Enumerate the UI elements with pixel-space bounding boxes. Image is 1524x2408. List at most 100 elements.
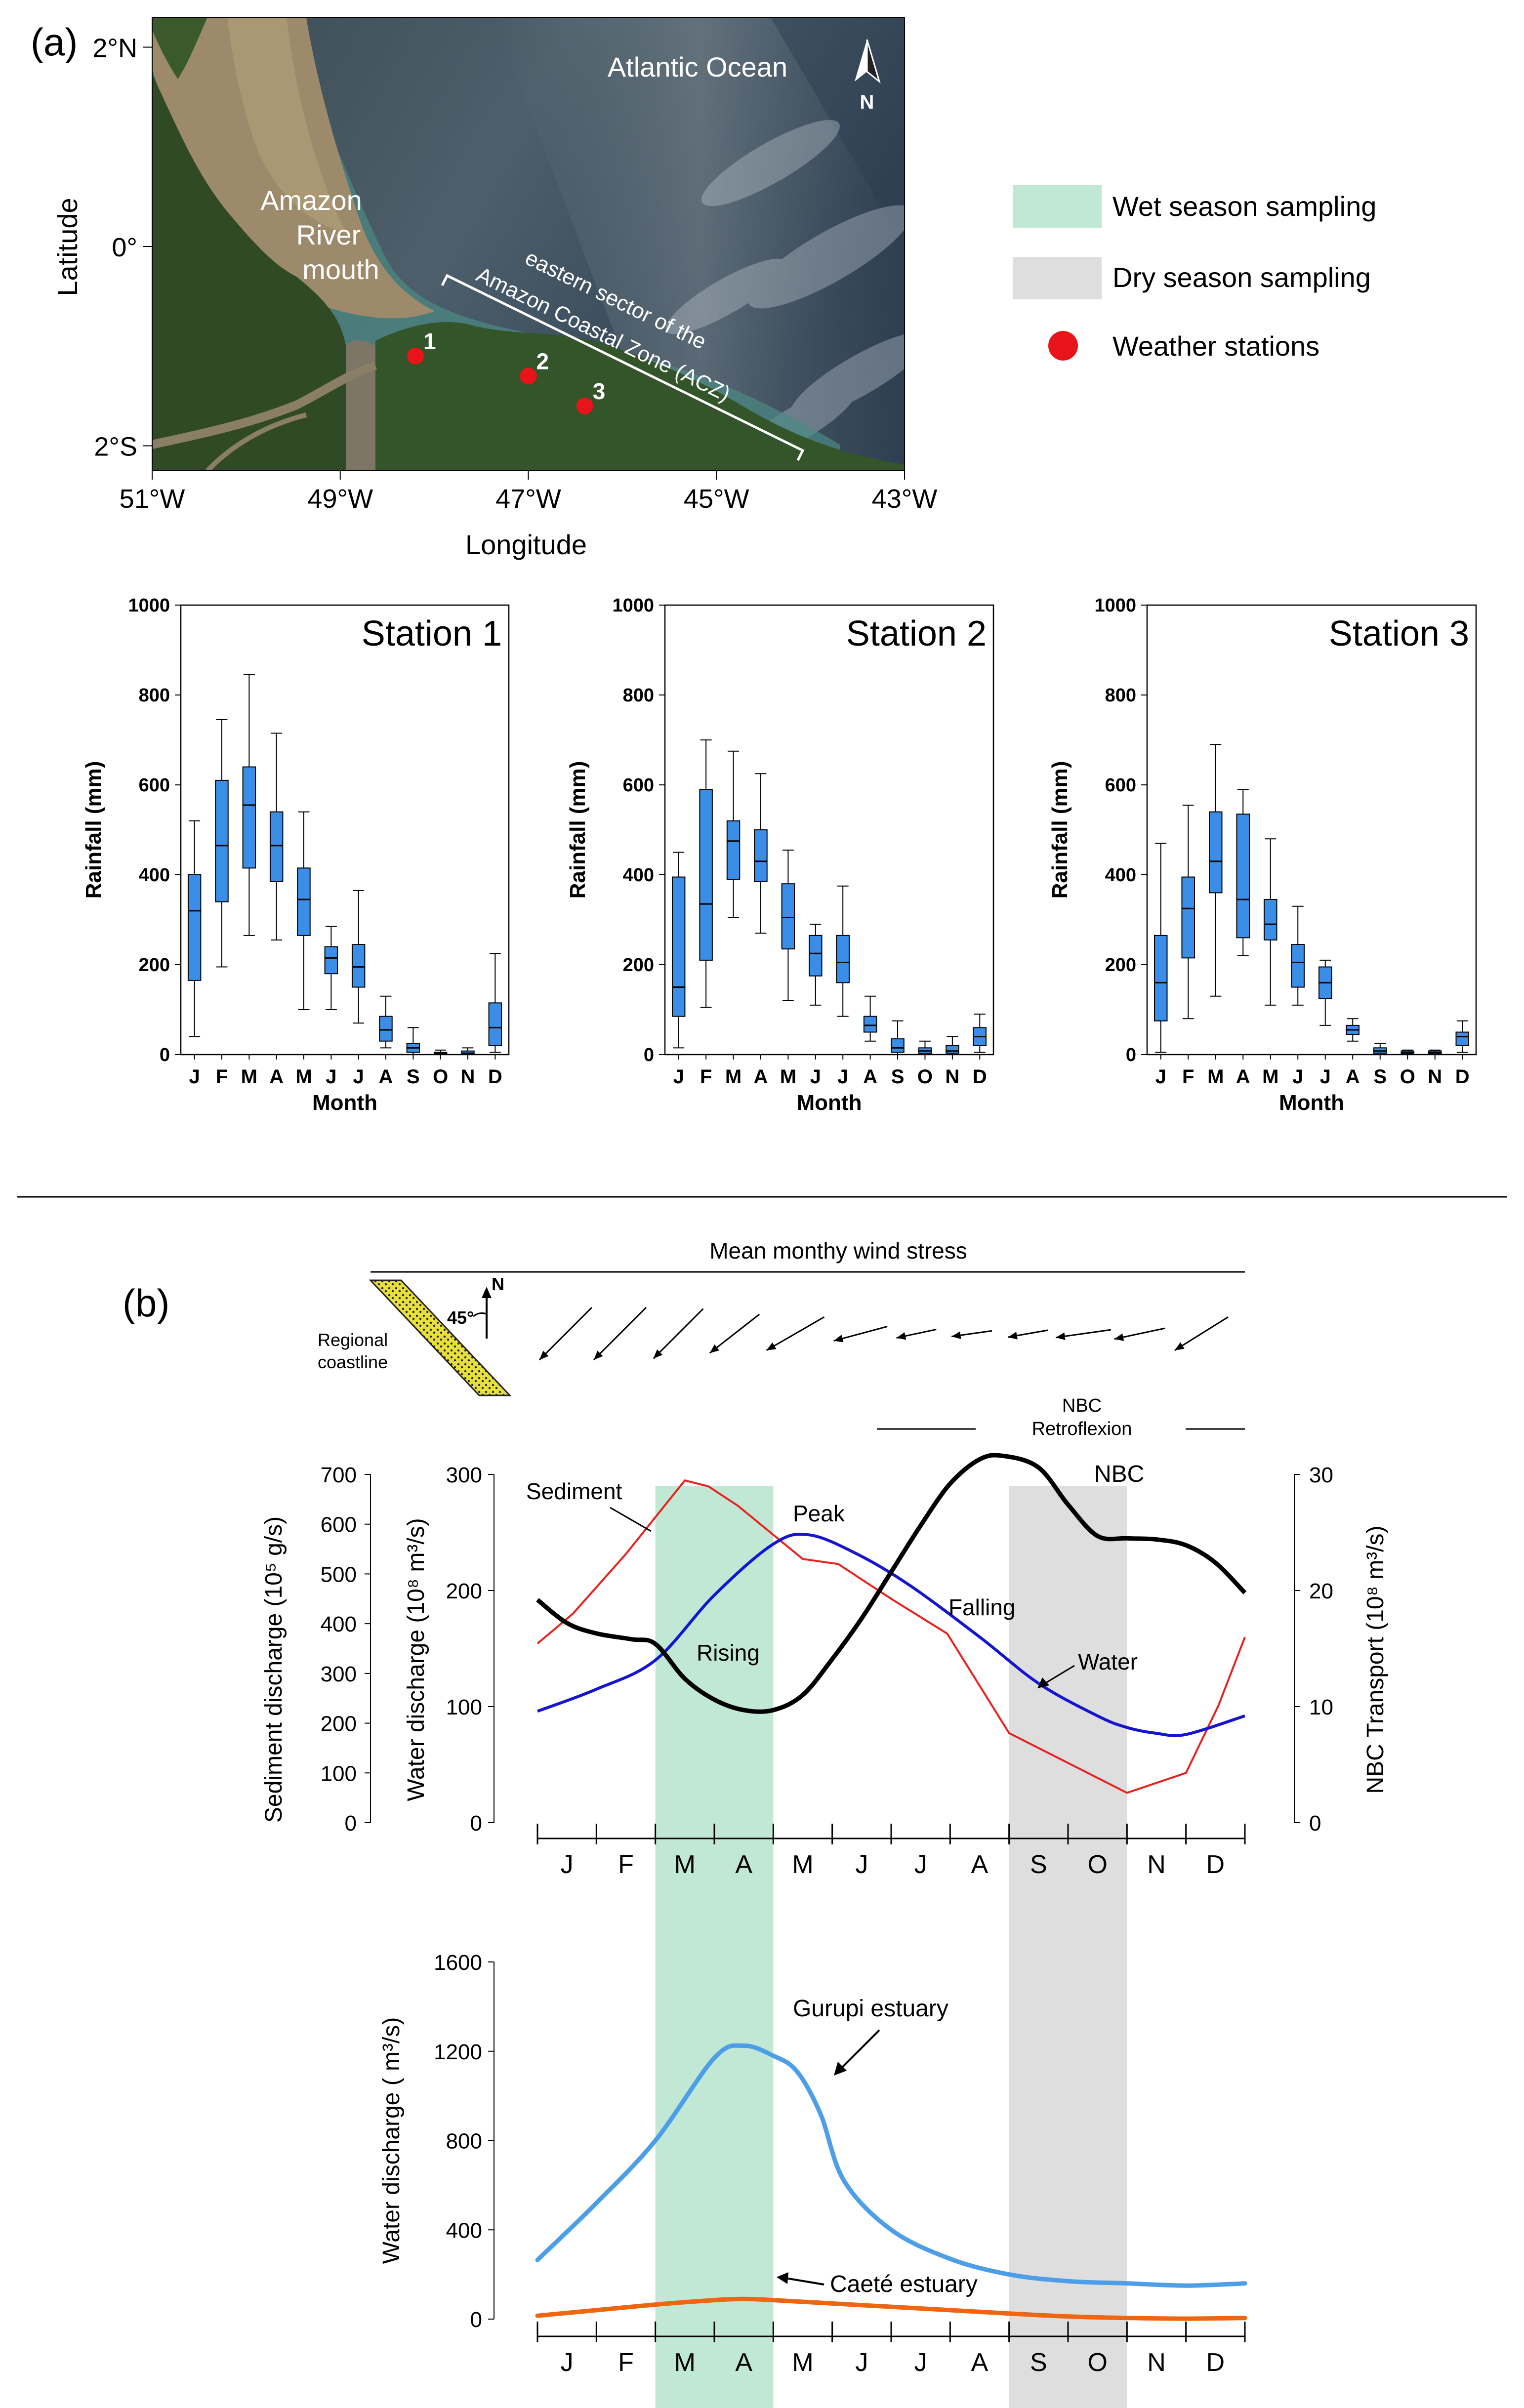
x-tick-label: S xyxy=(407,1066,420,1088)
wind-arrowhead xyxy=(1174,1342,1185,1350)
weather-station-label: 1 xyxy=(423,328,436,354)
north-label: N xyxy=(860,91,874,113)
estuary-month-label: A xyxy=(971,2348,989,2377)
plot-title: Station 2 xyxy=(846,614,987,653)
nbc-retro-line-1: NBC xyxy=(1062,1395,1102,1416)
estuary-month-label: J xyxy=(561,2348,574,2377)
box-1 xyxy=(187,874,202,981)
box-6 xyxy=(1291,944,1305,988)
legend: Wet season sampling Dry season sampling … xyxy=(1013,185,1376,362)
y-axis-label: Rainfall (mm) xyxy=(566,761,590,899)
panel-b-label: (b) xyxy=(123,1281,169,1325)
nbc-tick-label: 10 xyxy=(1309,1695,1333,1719)
estuary-y-axis-label: Water discharge ( m³/s) xyxy=(378,2017,405,2264)
weather-station-label: 2 xyxy=(536,348,549,374)
annotation-peak: Peak xyxy=(793,1501,845,1526)
box-3 xyxy=(726,820,741,880)
river-label-line-1: Amazon xyxy=(260,185,362,216)
north-arrow-icon: N xyxy=(855,39,881,113)
x-tick-label: J xyxy=(353,1066,364,1088)
weather-station-marker xyxy=(520,367,537,385)
wind-arrowhead xyxy=(896,1332,906,1340)
x-tick-label: M xyxy=(725,1066,741,1088)
x-tick-label: M xyxy=(241,1066,257,1088)
y-tick-label: 0 xyxy=(644,1045,654,1065)
x-tick-label: F xyxy=(700,1066,712,1088)
nbc-tick-label: 30 xyxy=(1309,1463,1333,1487)
month-label: F xyxy=(618,1850,634,1879)
box-6 xyxy=(809,935,823,977)
y-tick-label: 200 xyxy=(1105,955,1136,976)
wind-arrowhead xyxy=(539,1350,549,1360)
annotation-gurupi: Gurupi estuary xyxy=(793,1996,948,2022)
month-label: J xyxy=(561,1850,574,1879)
y-axis-label: Rainfall (mm) xyxy=(82,761,106,899)
box-2 xyxy=(215,779,229,902)
estuary-month-label: M xyxy=(674,2348,696,2377)
y-tick-label: 400 xyxy=(139,865,170,886)
wind-arrows xyxy=(538,1306,1229,1361)
x-tick-label: O xyxy=(917,1066,933,1088)
legend-wet-swatch xyxy=(1013,185,1102,228)
river-label-line-3: mouth xyxy=(302,254,379,285)
y-tick-label: 600 xyxy=(139,775,170,796)
y-tick-label: 800 xyxy=(139,685,170,706)
month-label: A xyxy=(971,1850,989,1879)
x-tick-label: F xyxy=(216,1066,228,1088)
box-7 xyxy=(836,935,850,983)
box-2 xyxy=(1181,876,1195,959)
annotation-gurupi-arrowhead xyxy=(834,2062,847,2076)
x-tick-label: O xyxy=(433,1066,448,1088)
sediment-tick-label: 100 xyxy=(321,1761,357,1786)
map-xlabel: Longitude xyxy=(465,529,587,560)
sediment-tick-label: 200 xyxy=(321,1712,357,1736)
estuary-month-label: F xyxy=(618,2348,634,2377)
y-tick-label: 0 xyxy=(160,1045,170,1065)
month-label: M xyxy=(674,1850,696,1879)
box-9 xyxy=(891,1038,905,1053)
sediment-tick-label: 600 xyxy=(321,1513,357,1537)
y-tick-label: 200 xyxy=(139,955,170,976)
estuary-month-label: D xyxy=(1206,2348,1225,2377)
wind-north-label: N xyxy=(492,1274,504,1294)
month-label: J xyxy=(855,1850,868,1879)
box-12 xyxy=(1455,1031,1470,1046)
estuary-month-label: J xyxy=(855,2348,868,2377)
box-2 xyxy=(699,789,713,961)
x-tick-label: M xyxy=(1207,1066,1224,1088)
north-reference-icon: N 45° xyxy=(447,1274,504,1339)
coast-label-line-1: Regional xyxy=(318,1330,388,1350)
water-tick-label: 0 xyxy=(470,1811,482,1836)
month-label: A xyxy=(735,1850,752,1879)
estuary-y-tick-label: 800 xyxy=(446,2129,482,2154)
x-tick-label: F xyxy=(1182,1066,1194,1088)
series-caete xyxy=(535,2296,1247,2321)
map-x-tick-label: 49°W xyxy=(307,484,373,514)
zone-bracket xyxy=(441,274,805,461)
month-label: J xyxy=(914,1850,927,1879)
wind-title: Mean monthy wind stress xyxy=(709,1238,967,1264)
x-tick-label: S xyxy=(891,1066,905,1088)
legend-station-label: Weather stations xyxy=(1112,330,1319,362)
water-tick-label: 200 xyxy=(446,1579,482,1603)
box-7 xyxy=(351,944,366,988)
sediment-tick-label: 0 xyxy=(345,1811,357,1836)
panel-a-label: (a) xyxy=(31,20,78,64)
map-x-tick-label: 47°W xyxy=(495,484,561,514)
box-4 xyxy=(1236,814,1250,939)
water-axis-label: Water discharge (10⁸ m³/s) xyxy=(403,1518,429,1801)
y-tick-label: 600 xyxy=(623,775,654,796)
x-tick-label: J xyxy=(189,1066,200,1088)
box-5 xyxy=(297,867,311,936)
nbc-axis-label: NBC Transport (10⁸ m³/s) xyxy=(1362,1525,1389,1794)
coast-label-line-2: coastline xyxy=(318,1352,388,1372)
weather-station-label: 3 xyxy=(593,378,606,404)
y-tick-label: 800 xyxy=(623,685,654,706)
station-markers: 1 2 3 xyxy=(407,328,605,414)
sediment-axis-label: Sediment discharge (10⁵ g/s) xyxy=(261,1516,287,1823)
x-tick-label: A xyxy=(1236,1066,1250,1088)
estuary-month-label: A xyxy=(735,2348,752,2377)
y-tick-label: 1000 xyxy=(612,595,654,616)
